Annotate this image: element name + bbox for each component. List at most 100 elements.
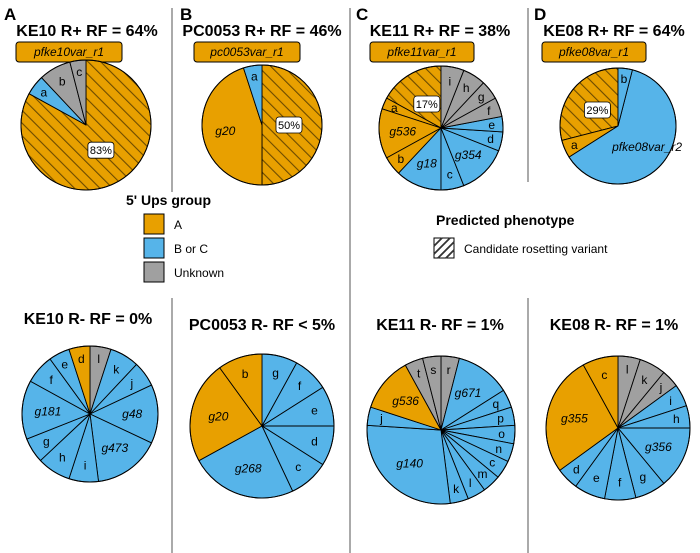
pie-5-slice-label-f: f — [298, 379, 302, 393]
pie-3-pct-label: 29% — [586, 105, 608, 117]
pie-7-slice-label-f: f — [618, 476, 622, 490]
pie-2-slice-label-f: f — [487, 104, 491, 118]
pie-1-outline — [201, 64, 323, 186]
pie-7-slice-label-d: d — [573, 463, 580, 477]
pie-5-slice-label-b: b — [242, 367, 249, 381]
pie-2-slice-label-g536: g536 — [389, 125, 416, 139]
pie-6-slice-label-m: m — [478, 467, 488, 481]
pie-5-slice-label-e: e — [311, 404, 318, 418]
legend-swatch-bc — [143, 237, 165, 259]
pie-2-pct-label: 17% — [416, 99, 438, 111]
pie-7-slice-label-l: l — [626, 363, 629, 377]
hatch-icon — [433, 237, 455, 259]
panel-label-d: D — [534, 5, 546, 24]
chart-title-ke08-rminus: KE08 R- RF = 1% — [550, 317, 678, 334]
chart-title-ke11-rminus: KE11 R- RF = 1% — [376, 317, 504, 334]
legend-label-candidate: Candidate rosetting variant — [464, 242, 608, 256]
chart-title-ke08-rplus: KE08 R+ RF = 64% — [543, 23, 684, 40]
pie-6-slice-label-p: p — [497, 412, 504, 426]
pie-2-slice-label-c: c — [447, 167, 453, 181]
pie-chart-pc0053-rplus: 50% g20 a — [201, 64, 323, 186]
pie-4-slice-label-j: j — [129, 377, 133, 391]
pie-1-pct-label: 50% — [278, 120, 300, 132]
legend-phenotype-title: Predicted phenotype — [436, 212, 575, 228]
pie-1-slice-label-a: a — [251, 69, 258, 83]
pie-7-outline — [545, 355, 691, 501]
pie-4-slice-label-k: k — [113, 363, 120, 377]
pie-7-slice-label-j: j — [659, 381, 663, 395]
pie-6-slice-label-s: s — [430, 363, 436, 377]
pie-0-pct-box — [87, 141, 115, 159]
panel-label-c: C — [356, 5, 368, 24]
pie-6-slice-label-c: c — [489, 456, 495, 470]
pie-5-slice-label-g20: g20 — [208, 409, 228, 423]
pie-1-slice-label-g20: g20 — [215, 124, 235, 138]
chart-title-ke10-rminus: KE10 R- RF = 0% — [24, 311, 152, 328]
pie-2-slice-label-h: h — [463, 81, 470, 95]
pie-6-slice-label-o: o — [498, 427, 505, 441]
variant-label-ke11: pfke11var_r1 — [369, 41, 475, 63]
pie-2-slice-label-g354: g354 — [455, 148, 482, 162]
pie-1-pct-box — [275, 116, 303, 134]
pie-7-slice-label-g356: g356 — [645, 440, 672, 454]
pie-0-outline — [20, 59, 152, 191]
pie-2-slice-label-a: a — [391, 101, 398, 115]
chart-title-pc0053-rplus: PC0053 R+ RF = 46% — [182, 23, 341, 40]
pie-0-slice-label-a: a — [41, 85, 48, 99]
legend-label-bc: B or C — [174, 242, 208, 256]
pie-6-slice-label-g671: g671 — [455, 386, 482, 400]
pie-6-outline — [366, 355, 516, 505]
pie-0-slice-label-b: b — [59, 75, 66, 89]
pie-0-slice-label-c: c — [76, 65, 82, 79]
pie-4-slice-label-h: h — [59, 451, 66, 465]
panel-label-a: A — [4, 5, 16, 24]
pie-2-slice-label-g: g — [478, 90, 485, 104]
legend-ups-title: 5' Ups group — [126, 192, 211, 208]
pie-7-slice-label-h: h — [673, 412, 680, 426]
pie-4-outline — [21, 345, 159, 483]
variant-label-ke08-text: pfke08var_r1 — [558, 45, 629, 59]
pie-3-pct-box — [584, 101, 611, 119]
pie-2-slice-label-g18: g18 — [417, 157, 437, 171]
pie-0-pct-label: 83% — [90, 145, 112, 157]
variant-label-ke10-text: pfke10var_r1 — [33, 45, 104, 59]
pie-4-slice-label-f: f — [50, 373, 54, 387]
pie-4-slice-label-d: d — [78, 352, 85, 366]
pie-4-slice-label-g473: g473 — [101, 441, 128, 455]
chart-title-pc0053-rminus: PC0053 R- RF < 5% — [189, 317, 335, 334]
pie-2-pct-box — [413, 95, 441, 113]
pie-6-slice-label-j: j — [379, 412, 383, 426]
pie-4-slice-label-e: e — [61, 357, 68, 371]
pie-6-slice-label-k: k — [453, 482, 460, 496]
chart-title-ke10-rplus: KE10 R+ RF = 64% — [16, 23, 157, 40]
pie-5-slice-label-c: c — [295, 460, 301, 474]
legend-swatch-a — [143, 213, 165, 235]
panel-label-b: B — [180, 5, 192, 24]
pie-chart-ke10-rplus: 83% abc — [20, 59, 152, 191]
variant-label-ke11-text: pfke11var_r1 — [386, 45, 456, 59]
pie-6-slice-label-g536: g536 — [392, 394, 419, 408]
pie-4-slice-label-i: i — [84, 459, 87, 473]
pie-6-slice-label-t: t — [417, 367, 421, 381]
legend-ups-group: 5' Ups group A B or C Unknown — [126, 192, 224, 283]
pie-6-slice-label-g140: g140 — [396, 456, 423, 470]
pie-6-slice-label-q: q — [493, 397, 500, 411]
legend-label-unknown: Unknown — [174, 266, 224, 280]
pie-7-slice-label-g355: g355 — [561, 411, 588, 425]
variant-label-ke08: pfke08var_r1 — [541, 41, 647, 63]
pie-2-slice-label-b: b — [397, 152, 404, 166]
pie-6-slice-label-n: n — [495, 442, 502, 456]
pie-7-slice-label-g: g — [639, 470, 646, 484]
pie-7-slice-label-k: k — [641, 373, 648, 387]
pie-chart-ke08-rplus: 29% a pfke08var_r2 b — [559, 67, 682, 185]
pie-2-outline — [378, 65, 504, 191]
chart-title-ke11-rplus: KE11 R+ RF = 38% — [370, 23, 511, 40]
pie-2-slice-label-e: e — [488, 118, 495, 132]
pie-6-slice-label-r: r — [447, 363, 451, 377]
pie-7-slice-label-c: c — [601, 368, 607, 382]
legend-swatch-hatch — [433, 237, 455, 259]
variant-label-pc0053: pc0053var_r1 — [193, 41, 301, 63]
pie-3-outline — [559, 67, 677, 185]
pie-5-slice-label-g268: g268 — [235, 462, 262, 476]
